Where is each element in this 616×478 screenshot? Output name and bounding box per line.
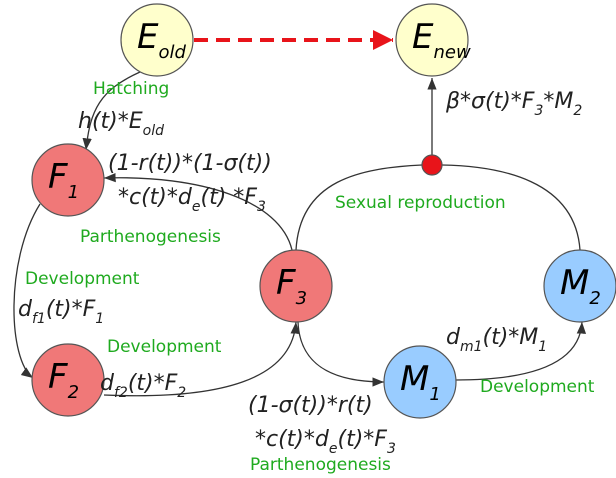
- node-circle: [120, 3, 194, 77]
- node-label: F1: [48, 157, 79, 203]
- text-run: (t) *F: [200, 185, 257, 210]
- subscript: 3: [387, 441, 396, 457]
- text-run: d: [100, 371, 115, 396]
- text-run: E: [412, 17, 434, 57]
- subscript: e: [329, 441, 338, 457]
- text-run: E: [137, 17, 159, 57]
- subscript: 2: [68, 382, 79, 403]
- subscript: 2: [573, 103, 582, 119]
- text-run: h(t)*E: [78, 109, 143, 134]
- node-circle: [31, 143, 105, 217]
- text-run: *c(t)*d: [255, 427, 330, 452]
- subscript: old: [143, 123, 164, 139]
- process-label: Development: [25, 269, 140, 289]
- subscript: m1: [460, 339, 483, 355]
- subscript: 2: [589, 288, 600, 309]
- node-circle: [31, 343, 105, 417]
- text-run: *c(t)*d: [118, 185, 193, 210]
- subscript: 3: [534, 103, 543, 119]
- rate-label: (1-r(t))*(1-σ(t)): [108, 151, 272, 176]
- text-run: F: [276, 263, 296, 303]
- node-circle: [543, 249, 616, 323]
- rate-label: dm1(t)*M1: [446, 325, 547, 355]
- node-label: M2: [560, 263, 601, 309]
- edges: [13, 30, 587, 397]
- node-label: F3: [276, 263, 307, 309]
- process-label: Parthenogenesis: [250, 455, 391, 475]
- subscript: 1: [95, 311, 104, 327]
- node-circle: [259, 249, 333, 323]
- process-label: Parthenogenesis: [80, 227, 221, 247]
- node-label: M1: [400, 359, 441, 405]
- f3-to-m1: [297, 321, 385, 387]
- process-label: Sexual reproduction: [335, 193, 506, 213]
- text-run: d: [18, 297, 33, 322]
- m1-to-m2: [455, 321, 587, 381]
- hatching-edge: [82, 71, 141, 151]
- m2-to-dot: [441, 164, 581, 251]
- f3-to-dot: [295, 164, 423, 251]
- subscript: 1: [68, 182, 79, 203]
- rate-label: df2(t)*F2: [100, 371, 186, 401]
- subscript: f2: [114, 385, 128, 401]
- subscript: f1: [32, 311, 46, 327]
- text-run: d: [446, 325, 461, 350]
- rate-label: β*σ(t)*F3*M2: [445, 89, 582, 119]
- subscript: 2: [177, 385, 186, 401]
- node-label: F2: [48, 357, 79, 403]
- text-run: (1-r(t))*(1-σ(t)): [108, 151, 272, 176]
- junction-dot: [421, 154, 443, 176]
- process-label: Development: [107, 337, 222, 357]
- rate-label: h(t)*Eold: [78, 109, 164, 139]
- subscript: 1: [538, 339, 547, 355]
- text-run: M: [400, 359, 429, 399]
- process-label: Development: [480, 377, 595, 397]
- f1-to-f2: [13, 203, 41, 379]
- rate-label: (1-σ(t))*r(t): [248, 393, 373, 418]
- rate-label: *c(t)*de(t)*F3: [255, 427, 396, 457]
- subscript: 3: [257, 199, 266, 215]
- process-label: Hatching: [93, 79, 169, 99]
- text-run: (t)*F: [337, 427, 387, 452]
- rate-label: df1(t)*F1: [18, 297, 104, 327]
- text-run: (t)*M: [483, 325, 539, 350]
- f2-to-f3: [103, 321, 300, 397]
- text-run: M: [560, 263, 589, 303]
- subscript: old: [158, 42, 186, 63]
- subscript: new: [433, 42, 470, 63]
- text-run: (t)*F: [46, 297, 96, 322]
- text-run: β*σ(t)*F: [445, 89, 535, 114]
- node-circle: [395, 3, 469, 77]
- subscript: 1: [429, 384, 440, 405]
- text-run: (1-σ(t))*r(t): [248, 393, 373, 418]
- text-run: F: [48, 157, 68, 197]
- node-circle: [383, 345, 457, 419]
- text-run: (t)*F: [128, 371, 178, 396]
- subscript: e: [192, 199, 201, 215]
- rate-label: *c(t)*de(t) *F3: [118, 185, 266, 215]
- text-run: F: [48, 357, 68, 397]
- f3-to-f1: [103, 172, 293, 251]
- subscript: 3: [296, 288, 307, 309]
- node-label: Eold: [137, 17, 186, 63]
- text-run: *M: [543, 89, 573, 114]
- node-shapes: [31, 3, 616, 419]
- node-label: Enew: [412, 17, 471, 63]
